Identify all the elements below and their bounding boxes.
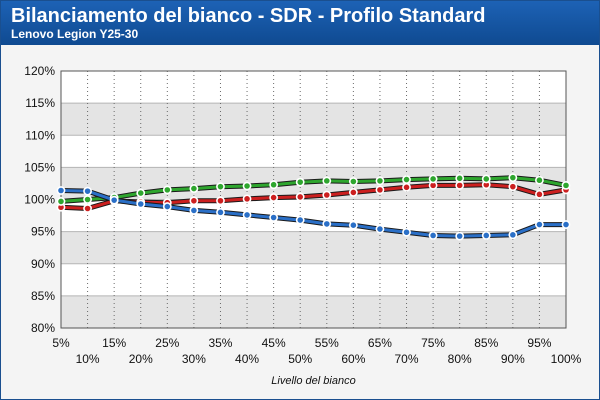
x-tick-label: 90% bbox=[501, 352, 525, 366]
data-point bbox=[83, 204, 92, 213]
plot-band bbox=[61, 263, 566, 296]
data-point bbox=[375, 176, 385, 186]
x-tick-label: 40% bbox=[235, 352, 259, 366]
data-point bbox=[375, 224, 385, 234]
plot-band bbox=[61, 71, 566, 104]
chart-header: Bilanciamento del bianco - SDR - Profilo… bbox=[1, 1, 599, 45]
x-tick-label: 25% bbox=[155, 336, 179, 350]
y-tick-label: 95% bbox=[31, 225, 55, 239]
data-point bbox=[295, 177, 305, 187]
data-point bbox=[508, 230, 518, 240]
data-point bbox=[322, 190, 332, 200]
data-point bbox=[508, 182, 518, 192]
data-point bbox=[295, 215, 305, 225]
data-point bbox=[508, 173, 518, 183]
data-point bbox=[348, 220, 358, 230]
chart-title: Bilanciamento del bianco - SDR - Profilo… bbox=[11, 5, 486, 27]
data-point bbox=[535, 189, 544, 199]
x-tick-label: 70% bbox=[395, 352, 419, 366]
x-tick-label: 15% bbox=[102, 336, 126, 350]
series-points bbox=[56, 173, 571, 241]
data-point bbox=[269, 180, 279, 190]
x-tick-label: 60% bbox=[341, 352, 365, 366]
x-tick-label: 100% bbox=[551, 352, 582, 366]
data-point bbox=[481, 174, 491, 184]
data-point bbox=[242, 194, 252, 204]
data-point bbox=[109, 195, 119, 205]
data-point bbox=[295, 192, 305, 202]
data-point bbox=[322, 219, 332, 229]
plot-band bbox=[61, 103, 566, 136]
data-point bbox=[375, 185, 385, 195]
data-point bbox=[455, 173, 465, 183]
data-point bbox=[216, 182, 225, 192]
data-point bbox=[269, 213, 279, 222]
x-tick-label: 55% bbox=[315, 336, 339, 350]
data-point bbox=[83, 195, 92, 204]
data-point bbox=[535, 220, 544, 229]
x-tick-label: 85% bbox=[474, 336, 498, 350]
data-point bbox=[402, 227, 411, 237]
x-axis-label: Livello del bianco bbox=[271, 375, 355, 387]
data-point bbox=[322, 176, 332, 186]
data-point bbox=[561, 220, 571, 229]
x-axis-ticks: 5% 10%15%20%25%30%35%40%45%50%55%60%65%70… bbox=[52, 336, 581, 366]
data-point bbox=[242, 210, 252, 220]
data-point bbox=[56, 186, 66, 195]
x-tick-label: 75% bbox=[421, 336, 445, 350]
data-point bbox=[455, 231, 465, 241]
x-tick-label: 20% bbox=[129, 352, 153, 366]
data-point bbox=[162, 185, 172, 195]
data-point bbox=[269, 193, 279, 202]
data-point bbox=[402, 175, 411, 184]
data-point bbox=[242, 181, 252, 191]
data-point bbox=[189, 196, 199, 206]
x-tick-label: 80% bbox=[448, 352, 472, 366]
data-point bbox=[189, 206, 199, 215]
data-point bbox=[348, 188, 358, 197]
data-point bbox=[136, 188, 146, 198]
y-tick-label: 115% bbox=[25, 96, 55, 110]
x-tick-label: 5% bbox=[52, 336, 70, 350]
chart-subtitle: Lenovo Legion Y25-30 bbox=[11, 27, 139, 41]
y-tick-label: 100% bbox=[24, 193, 55, 207]
data-point bbox=[481, 231, 491, 240]
x-tick-label: 95% bbox=[527, 336, 551, 350]
y-tick-label: 110% bbox=[25, 128, 55, 142]
x-tick-label: 35% bbox=[208, 336, 232, 350]
data-point bbox=[561, 180, 571, 190]
data-point bbox=[428, 231, 438, 240]
y-tick-label: 90% bbox=[31, 257, 55, 271]
data-point bbox=[428, 174, 438, 184]
data-point bbox=[189, 184, 199, 193]
data-point bbox=[402, 182, 411, 192]
data-point bbox=[216, 196, 225, 206]
x-tick-label: 30% bbox=[182, 352, 206, 366]
plot-band bbox=[61, 135, 566, 168]
data-point bbox=[455, 180, 465, 190]
plot-band bbox=[61, 295, 566, 328]
y-tick-label: 80% bbox=[31, 321, 55, 335]
data-point bbox=[136, 199, 146, 209]
data-point bbox=[162, 202, 172, 211]
data-point bbox=[348, 177, 358, 186]
y-tick-label: 105% bbox=[24, 160, 55, 174]
data-point bbox=[535, 175, 544, 185]
y-tick-label: 85% bbox=[31, 289, 55, 303]
data-point bbox=[83, 186, 92, 196]
x-tick-label: 65% bbox=[368, 336, 392, 350]
x-tick-label: 45% bbox=[262, 336, 286, 350]
data-point bbox=[216, 207, 225, 217]
data-point bbox=[56, 197, 66, 206]
x-tick-label: 10% bbox=[76, 352, 100, 366]
y-axis-ticks: 80% 85% 90% 95% 100% 105% 110% 115% 120% bbox=[24, 64, 55, 335]
y-tick-label: 120% bbox=[24, 64, 55, 78]
x-tick-label: 50% bbox=[288, 352, 312, 366]
plot-bands bbox=[61, 71, 566, 328]
